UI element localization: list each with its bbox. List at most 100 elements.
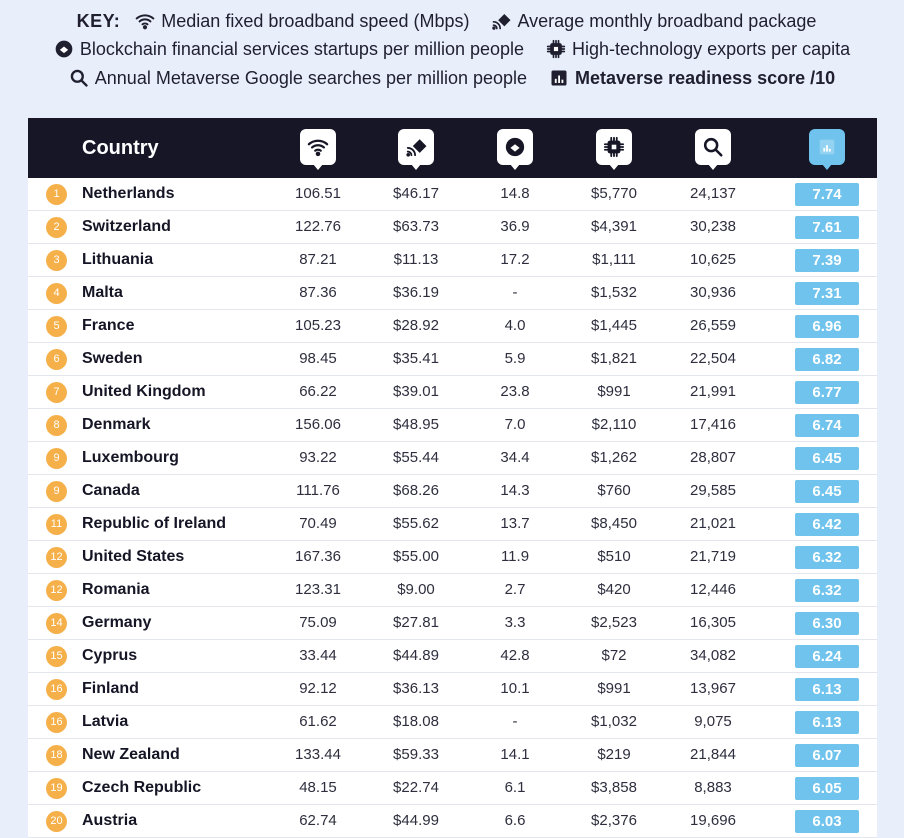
- score-bar: [795, 612, 859, 635]
- readiness-score: 6.03: [812, 813, 842, 830]
- score-bar: [795, 282, 859, 305]
- country-name: Czech Republic: [82, 779, 202, 796]
- rank-badge: 11: [46, 514, 67, 535]
- rank-badge: 20: [46, 811, 67, 832]
- readiness-score: 6.82: [812, 351, 842, 368]
- country-name: Finland: [82, 680, 139, 697]
- header-chip-icon: [596, 129, 632, 170]
- broadband-speed-cell: 111.76: [296, 482, 340, 499]
- blockchain-icon: [505, 137, 525, 157]
- metaverse-searches-cell: 19,696: [690, 812, 736, 829]
- blockchain-startups-cell: 3.3: [504, 614, 526, 631]
- readiness-score: 7.61: [812, 219, 842, 236]
- readiness-score: 6.42: [812, 516, 842, 533]
- key-label-score: Metaverse readiness score /10: [575, 67, 836, 88]
- search-icon: [703, 137, 723, 157]
- tech-exports-cell: $4,391: [591, 218, 637, 235]
- blockchain-startups-cell: 14.1: [500, 746, 530, 763]
- readiness-score: 7.31: [812, 285, 842, 302]
- metaverse-searches-cell: 24,137: [690, 185, 736, 202]
- broadband-speed-cell: 92.12: [299, 680, 337, 697]
- key-legend: KEY: Median fixed broadband speed (Mbps)…: [0, 0, 904, 112]
- key-label-package: Average monthly broadband package: [517, 10, 817, 31]
- readiness-score: 6.13: [812, 681, 842, 698]
- wifi-icon: [307, 139, 329, 157]
- key-label-blockchain: Blockchain financial services startups p…: [79, 38, 525, 59]
- broadband-speed-cell: 33.44: [299, 647, 337, 664]
- package-price-cell: $48.95: [393, 416, 439, 433]
- key-title: KEY:: [76, 10, 121, 31]
- readiness-score: 6.32: [812, 549, 842, 566]
- rank-badge: 4: [46, 283, 67, 304]
- broadband-speed-cell: 61.62: [299, 713, 337, 730]
- score-chart-icon: [819, 139, 835, 155]
- score-bar: [795, 513, 859, 536]
- table-row: 15 Cyprus 33.44 $44.89 42.8 $72 34,082 6.24: [28, 640, 877, 673]
- rank-badge: 12: [46, 547, 67, 568]
- package-price-cell: $55.44: [393, 449, 439, 466]
- metaverse-searches-cell: 34,082: [690, 647, 736, 664]
- country-name: Netherlands: [82, 185, 175, 202]
- rank-badge: 2: [46, 217, 67, 238]
- broadband-speed-cell: 156.06: [295, 416, 341, 433]
- blockchain-startups-cell: -: [512, 284, 518, 301]
- rank-badge: 9: [46, 448, 67, 469]
- readiness-score: 6.30: [812, 615, 842, 632]
- rank-badge: 8: [46, 415, 67, 436]
- blockchain-startups-cell: 5.9: [504, 350, 526, 367]
- rank-badge: 19: [46, 778, 67, 799]
- chip-icon: [603, 136, 625, 158]
- package-price-cell: $39.01: [393, 383, 439, 400]
- blockchain-startups-cell: -: [512, 713, 518, 730]
- score-bar: [795, 381, 859, 404]
- score-bar: [795, 579, 859, 602]
- metaverse-searches-cell: 26,559: [690, 317, 736, 334]
- score-bar: [795, 645, 859, 668]
- rank-badge: 6: [46, 349, 67, 370]
- table-row: 9 Canada 111.76 $68.26 14.3 $760 29,585 6.45: [28, 475, 877, 508]
- metaverse-searches-cell: 21,719: [690, 548, 736, 565]
- package-price-cell: $68.26: [393, 482, 439, 499]
- metaverse-searches-cell: 10,625: [690, 251, 736, 268]
- package-price-cell: $27.81: [393, 614, 439, 631]
- blockchain-startups-cell: 34.4: [500, 449, 530, 466]
- key-row-2: Blockchain financial services startups p…: [0, 35, 904, 63]
- tech-exports-cell: $5,770: [591, 185, 637, 202]
- key-item-package: Average monthly broadband package: [491, 11, 816, 32]
- package-price-cell: $55.62: [393, 515, 439, 532]
- blockchain-startups-cell: 6.1: [504, 779, 526, 796]
- score-bar: [795, 777, 859, 800]
- header-package-icon: [398, 129, 434, 170]
- score-bar: [795, 711, 859, 734]
- readiness-score: 7.74: [812, 186, 842, 203]
- country-name: Cyprus: [82, 647, 138, 664]
- score-bar: [795, 348, 859, 371]
- key-row-3: Annual Metaverse Google searches per mil…: [0, 64, 904, 92]
- readiness-score: 6.32: [812, 582, 842, 599]
- tech-exports-cell: $219: [597, 746, 631, 763]
- country-name: Sweden: [82, 350, 143, 367]
- blockchain-startups-cell: 14.8: [500, 185, 530, 202]
- blockchain-startups-cell: 6.6: [504, 812, 526, 829]
- tech-exports-cell: $3,858: [591, 779, 637, 796]
- metaverse-searches-cell: 12,446: [690, 581, 736, 598]
- rank-badge: 1: [46, 184, 67, 205]
- blockchain-startups-cell: 23.8: [500, 383, 530, 400]
- broadband-speed-cell: 66.22: [299, 383, 337, 400]
- table-row: 11 Republic of Ireland 70.49 $55.62 13.7 $8,4…: [28, 508, 877, 541]
- readiness-score: 6.45: [812, 483, 842, 500]
- tech-exports-cell: $1,821: [591, 350, 637, 367]
- package-price-cell: $46.17: [393, 185, 439, 202]
- metaverse-searches-cell: 21,021: [690, 515, 736, 532]
- country-column-header: Country: [82, 137, 159, 159]
- country-name: Romania: [82, 581, 150, 598]
- table-row: 4 Malta 87.36 $36.19 - $1,532 30,936 7.31: [28, 277, 877, 310]
- key-item-search: Annual Metaverse Google searches per mil…: [69, 68, 527, 89]
- rank-badge: 15: [46, 646, 67, 667]
- table-row: 18 New Zealand 133.44 $59.33 14.1 $219 21,844 6…: [28, 739, 877, 772]
- score-bar: [795, 183, 859, 206]
- package-price-cell: $22.74: [393, 779, 439, 796]
- score-bar: [795, 678, 859, 701]
- key-row-1: KEY: Median fixed broadband speed (Mbps)…: [0, 7, 904, 35]
- table-row: 9 Luxembourg 93.22 $55.44 34.4 $1,262 28,807 6.…: [28, 442, 877, 475]
